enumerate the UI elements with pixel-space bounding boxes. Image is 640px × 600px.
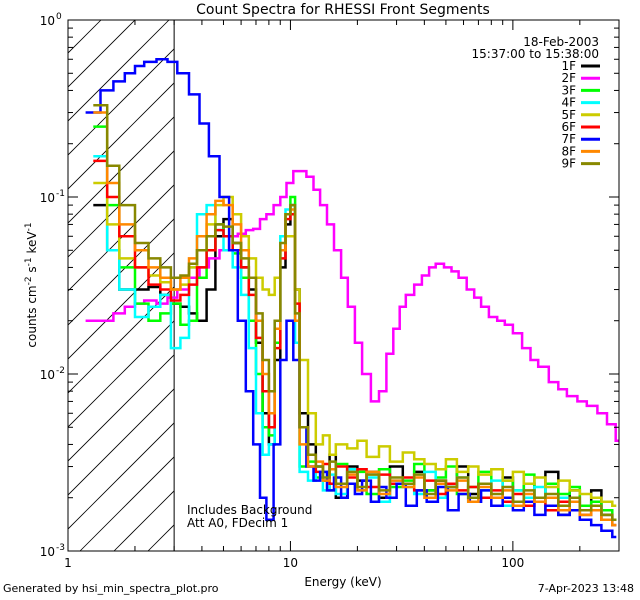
annotation-time-range: 15:37:00 to 15:38:00 [472, 47, 599, 61]
y-axis-label-sup1: -2 [24, 276, 34, 285]
hatch-line [68, 388, 175, 496]
y-tick-label: 10 [40, 14, 55, 28]
y-axis-label-mid: s [25, 266, 39, 276]
legend-label-5F: 5F [561, 108, 576, 122]
series-line-8F [93, 111, 617, 527]
plot-frame [67, 19, 620, 552]
y-tick-label: 10 [40, 368, 55, 382]
x-axis-label: Energy (keV) [304, 575, 381, 589]
x-tick-labels: 1 10 100 [64, 556, 524, 570]
y-axis-label: counts cm-2 s-1 keV-1 [24, 222, 39, 347]
x-tick-label: 10 [283, 556, 298, 570]
x-tick-label: 1 [64, 556, 72, 570]
y-axis-label-end: keV [25, 231, 39, 258]
x-tick-label: 100 [501, 556, 524, 570]
annotation-date: 18-Feb-2003 [523, 35, 599, 49]
chart-title: Count Spectra for RHESSI Front Segments [196, 2, 490, 18]
legend-label-8F: 8F [561, 144, 576, 158]
series-line-9F [93, 103, 617, 522]
y-axis-label-sup3: -1 [24, 222, 34, 231]
y-tick-label-exponent: 0 [56, 12, 62, 22]
y-tick-label: 10 [40, 545, 55, 559]
series-layer [85, 58, 619, 539]
hatched-region [68, 20, 175, 551]
hatch-line [68, 218, 175, 326]
series-line-2F [85, 169, 619, 442]
annotation-background-note: Includes Background [187, 503, 312, 517]
hatch-line [68, 20, 102, 54]
legend-label-3F: 3F [561, 83, 576, 97]
y-tick-label-exponent: -2 [56, 366, 65, 376]
series-line-6F [93, 159, 617, 527]
hatch-line [79, 456, 175, 551]
legend-label-7F: 7F [561, 132, 576, 146]
legend-label-2F: 2F [561, 71, 576, 85]
hatch-line [68, 184, 175, 292]
legend-label-1F: 1F [561, 59, 576, 73]
series-line-7F [85, 58, 617, 539]
y-tick-label: 10 [40, 191, 55, 205]
hatch-line [68, 82, 175, 190]
hatch-line [68, 20, 170, 122]
hatch-line [68, 252, 175, 360]
legend-label-9F: 9F [561, 157, 576, 171]
hatch-lines [68, 20, 175, 551]
y-tick-label-exponent: -1 [56, 189, 65, 199]
y-axis-label-base: counts cm [25, 285, 39, 347]
axis-ticks [67, 19, 620, 552]
annotation-attenuator-note: Att A0, FDecim 1 [187, 516, 288, 530]
hatch-line [68, 422, 175, 530]
footer-generated-by: Generated by hsi_min_spectra_plot.pro [3, 582, 219, 595]
footer-timestamp: 7-Apr-2023 13:48 [537, 582, 634, 595]
y-tick-label-exponent: -3 [56, 543, 65, 553]
legend-label-6F: 6F [561, 120, 576, 134]
legend-label-4F: 4F [561, 96, 576, 110]
y-axis-label-sup2: -1 [24, 257, 34, 266]
hatch-line [68, 48, 175, 156]
